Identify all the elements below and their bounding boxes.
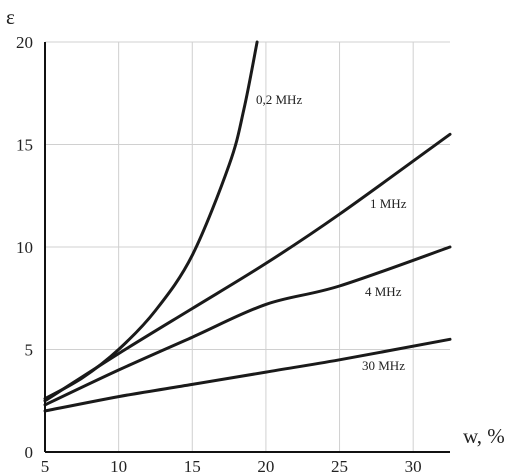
series-label-2: 4 MHz	[365, 284, 402, 299]
x-axis-title: w, %	[463, 424, 505, 448]
x-tick-label: 10	[110, 457, 127, 474]
series-labels: 0,2 MHz 1 MHz 4 MHz 30 MHz	[256, 92, 407, 373]
x-tick-label: 15	[184, 457, 201, 474]
x-tick-label: 25	[331, 457, 348, 474]
y-axis-title: ε	[6, 5, 15, 29]
series-label-3: 30 MHz	[362, 358, 405, 373]
series-lines	[43, 40, 452, 413]
series-line-3	[43, 337, 452, 413]
series-label-1: 1 MHz	[370, 196, 407, 211]
axes	[44, 42, 450, 453]
x-tick-label: 30	[405, 457, 422, 474]
y-tick-label: 15	[16, 136, 33, 155]
grid	[44, 41, 450, 453]
series-line-1	[43, 132, 452, 403]
y-tick-label: 20	[16, 33, 33, 52]
x-tick-label: 20	[257, 457, 274, 474]
series-line-0	[43, 40, 259, 401]
y-tick-label: 5	[25, 341, 34, 360]
series-line-2	[43, 245, 452, 407]
y-tick-label: 0	[25, 443, 34, 462]
y-tick-label: 10	[16, 238, 33, 257]
x-tick-label: 5	[41, 457, 50, 474]
series-label-0: 0,2 MHz	[256, 92, 302, 107]
